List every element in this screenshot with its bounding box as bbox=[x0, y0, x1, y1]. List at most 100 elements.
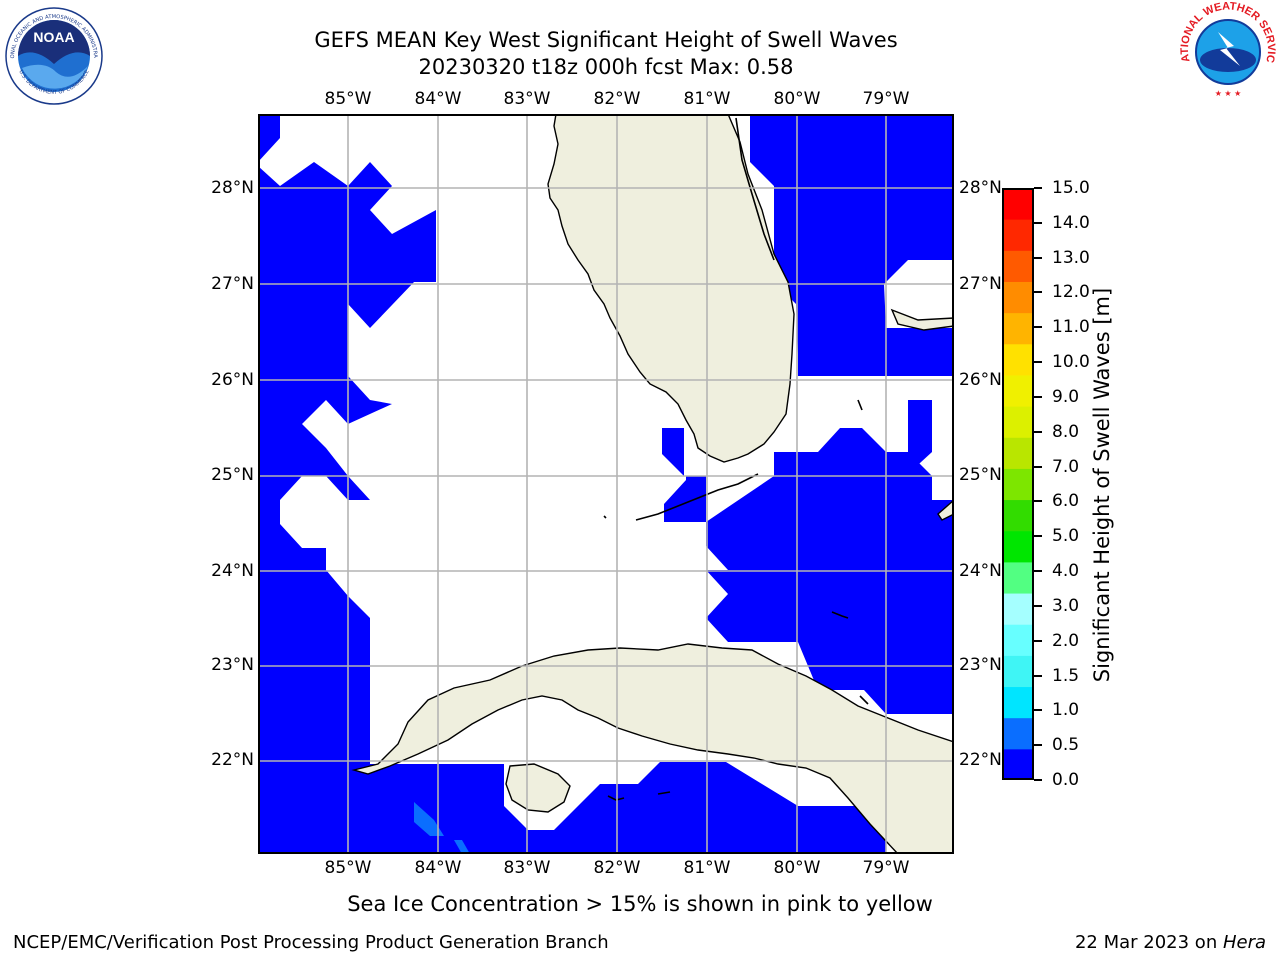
colorbar-segment bbox=[1002, 468, 1034, 501]
colorbar-tick-mark bbox=[1034, 221, 1042, 224]
colorbar-tick-label: 3.0 bbox=[1052, 595, 1080, 616]
colorbar-segment bbox=[1002, 686, 1034, 719]
colorbar-segment bbox=[1002, 717, 1034, 750]
nws-logo: NATIONAL WEATHER SERVICE ★ ★ ★ bbox=[1178, 2, 1277, 99]
lat-tick-right: 25°N bbox=[959, 465, 1002, 485]
colorbar-tick-mark bbox=[1034, 639, 1042, 642]
lat-tick-left: 24°N bbox=[211, 561, 254, 581]
colorbar-segment bbox=[1002, 250, 1034, 282]
colorbar-segment bbox=[1002, 374, 1034, 407]
florida-keys bbox=[603, 117, 869, 801]
colorbar-tick-label: 4.0 bbox=[1052, 561, 1080, 582]
colorbar bbox=[1002, 188, 1034, 780]
colorbar-segment bbox=[1002, 188, 1034, 220]
colorbar-tick-label: 1.5 bbox=[1052, 665, 1080, 686]
colorbar-tick-mark bbox=[1034, 674, 1042, 677]
colorbar-tick-label: 13.0 bbox=[1052, 247, 1090, 268]
lat-tick-left: 22°N bbox=[211, 750, 254, 770]
florida-peninsula bbox=[547, 114, 795, 463]
colorbar-tick-label: 2.0 bbox=[1052, 630, 1080, 651]
lon-tick-top: 81°W bbox=[683, 89, 731, 109]
colorbar-tick-label: 9.0 bbox=[1052, 386, 1080, 407]
colorbar-tick-label: 15.0 bbox=[1052, 178, 1090, 198]
colorbar-tick-mark bbox=[1034, 744, 1042, 747]
colorbar-segment bbox=[1002, 312, 1034, 345]
lat-tick-left: 25°N bbox=[211, 465, 254, 485]
colorbar-segment bbox=[1002, 624, 1034, 656]
lon-tick-bottom: 85°W bbox=[324, 858, 372, 878]
colorbar-tick-mark bbox=[1034, 256, 1042, 259]
colorbar-tick-mark bbox=[1034, 604, 1042, 607]
isla-de-la-juventud bbox=[505, 763, 571, 813]
lat-tick-right: 23°N bbox=[959, 655, 1002, 675]
colorbar-tick-label: 0.0 bbox=[1052, 770, 1080, 790]
colorbar-tick-label: 5.0 bbox=[1052, 526, 1080, 547]
colorbar-segment bbox=[1002, 219, 1034, 251]
colorbar-tick-label: 8.0 bbox=[1052, 421, 1080, 442]
lat-tick-left: 28°N bbox=[211, 178, 254, 198]
lon-tick-top: 85°W bbox=[324, 89, 372, 109]
colorbar-segment bbox=[1002, 748, 1034, 780]
lon-tick-bottom: 81°W bbox=[683, 858, 731, 878]
swell-region-east bbox=[664, 476, 706, 522]
colorbar-tick-mark bbox=[1034, 395, 1042, 398]
swell-region-east bbox=[750, 114, 954, 376]
lon-tick-top: 84°W bbox=[414, 89, 462, 109]
colorbar-tick-label: 1.0 bbox=[1052, 700, 1080, 721]
colorbar-tick-label: 12.0 bbox=[1052, 282, 1090, 303]
land bbox=[351, 114, 954, 854]
lat-tick-right: 22°N bbox=[959, 750, 1002, 770]
lat-tick-right: 24°N bbox=[959, 561, 1002, 581]
colorbar-tick-label: 6.0 bbox=[1052, 491, 1080, 512]
lat-tick-right: 27°N bbox=[959, 274, 1002, 294]
map-frame bbox=[258, 114, 954, 854]
swell-patch-0-5 bbox=[414, 802, 444, 836]
lat-tick-right: 26°N bbox=[959, 370, 1002, 390]
colorbar-tick-label: 14.0 bbox=[1052, 212, 1090, 233]
colorbar-segment bbox=[1002, 281, 1034, 314]
colorbar-tick-mark bbox=[1034, 779, 1042, 781]
colorbar-tick-mark bbox=[1034, 361, 1042, 364]
cuba bbox=[351, 643, 954, 854]
swell-region-west bbox=[258, 162, 436, 854]
lon-tick-bottom: 82°W bbox=[593, 858, 641, 878]
colorbar-tick-label: 7.0 bbox=[1052, 456, 1080, 477]
colorbar-tick-mark bbox=[1034, 187, 1042, 189]
lat-tick-left: 26°N bbox=[211, 370, 254, 390]
map-title-line2: 20230320 t18z 000h fcst Max: 0.58 bbox=[418, 55, 794, 79]
swell-region-west bbox=[258, 400, 280, 444]
map-panel bbox=[258, 114, 954, 854]
footer-date: 22 Mar 2023 on bbox=[1074, 932, 1223, 953]
colorbar-tick-mark bbox=[1034, 465, 1042, 468]
swell-region-west bbox=[258, 114, 280, 162]
lon-tick-top: 79°W bbox=[862, 89, 910, 109]
lon-tick-bottom: 80°W bbox=[773, 858, 821, 878]
lat-tick-left: 23°N bbox=[211, 655, 254, 675]
colorbar-tick-mark bbox=[1034, 535, 1042, 538]
colorbar-tick-label: 0.5 bbox=[1052, 735, 1080, 756]
colorbar-segment bbox=[1002, 593, 1034, 625]
swell-region-east bbox=[908, 400, 932, 474]
colorbar-tick-mark bbox=[1034, 291, 1042, 294]
lon-tick-top: 82°W bbox=[593, 89, 641, 109]
sea-ice-note: Sea Ice Concentration > 15% is shown in … bbox=[347, 892, 933, 916]
colorbar-tick-mark bbox=[1034, 709, 1042, 712]
bahamas-island bbox=[937, 499, 954, 521]
graticule bbox=[258, 114, 954, 854]
colorbar-segment bbox=[1002, 655, 1034, 688]
lat-tick-left: 27°N bbox=[211, 274, 254, 294]
lat-tick-right: 28°N bbox=[959, 178, 1002, 198]
colorbar-tick-label: 10.0 bbox=[1052, 352, 1090, 373]
noaa-logo-text: NOAA bbox=[33, 29, 74, 45]
svg-text:★ ★ ★: ★ ★ ★ bbox=[1215, 89, 1242, 98]
lon-tick-top: 80°W bbox=[773, 89, 821, 109]
colorbar-segment bbox=[1002, 406, 1034, 438]
swell-region-south bbox=[798, 806, 886, 854]
colorbar-segment bbox=[1002, 499, 1034, 532]
swell-region-south bbox=[370, 762, 798, 854]
lon-tick-bottom: 84°W bbox=[414, 858, 462, 878]
swell-patch-0-5 bbox=[454, 840, 470, 854]
colorbar-tick-mark bbox=[1034, 500, 1042, 503]
footer-machine: Hera bbox=[1222, 932, 1266, 953]
colorbar-tick-mark bbox=[1034, 326, 1042, 329]
